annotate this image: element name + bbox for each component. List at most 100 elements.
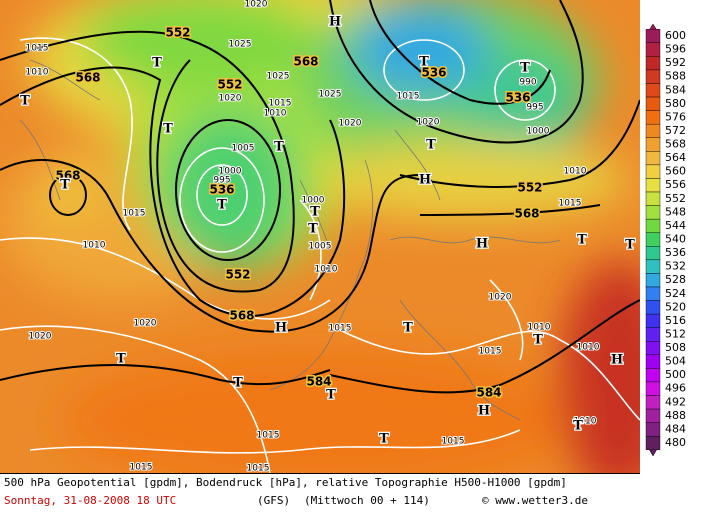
legend-label: 572 (665, 124, 686, 137)
pressure-center-marker: H (476, 237, 488, 252)
legend-label: 576 (665, 110, 686, 123)
pressure-label: 1015 (130, 463, 153, 473)
pressure-center-marker: H (611, 353, 623, 368)
pressure-center-marker: T (426, 138, 436, 153)
legend-swatch (645, 29, 661, 43)
pressure-label: 1025 (229, 40, 252, 50)
pressure-center-marker: H (275, 321, 287, 336)
legend-label: 488 (665, 409, 686, 422)
pressure-label: 1010 (577, 343, 600, 353)
legend-label: 560 (665, 165, 686, 178)
pressure-label: 995 (213, 176, 230, 186)
legend-label: 484 (665, 422, 686, 435)
legend-swatch (645, 300, 661, 315)
legend-swatch (645, 191, 661, 206)
pressure-label: 1025 (267, 72, 290, 82)
legend-swatch (645, 408, 661, 423)
legend-swatch (645, 341, 661, 356)
pressure-center-marker: T (308, 222, 318, 237)
pressure-center-marker: T (625, 238, 635, 253)
pressure-center-marker: T (20, 94, 30, 109)
color-field (0, 0, 640, 473)
geopotential-label: 568 (55, 169, 80, 183)
pressure-center-marker: H (329, 15, 341, 30)
pressure-label: 1020 (489, 293, 512, 303)
legend-swatch (645, 178, 661, 193)
pressure-center-marker: T (116, 352, 126, 367)
legend: 6005965925885845805765725685645605565525… (645, 23, 686, 457)
legend-label: 592 (665, 56, 686, 69)
pressure-center-marker: T (403, 321, 413, 336)
pressure-label: 1010 (564, 167, 587, 177)
legend-label: 496 (665, 382, 686, 395)
pressure-center-marker: T (419, 55, 429, 70)
pressure-label: 1005 (232, 144, 255, 154)
geopotential-label: 536 (209, 183, 234, 197)
pressure-label: 1010 (83, 241, 106, 251)
legend-label: 516 (665, 314, 686, 327)
legend-label: 524 (665, 287, 686, 300)
pressure-label: 1010 (574, 417, 597, 427)
pressure-center-marker: T (60, 178, 70, 193)
pressure-label: 1015 (479, 347, 502, 357)
pressure-label: 990 (519, 78, 536, 88)
pressure-center-marker: T (152, 56, 162, 71)
legend-label: 504 (665, 355, 686, 368)
geopotential-label: 552 (517, 181, 542, 195)
pressure-center-marker: H (419, 173, 431, 188)
footer-run: (Mittwoch 00 + 114) (304, 494, 430, 507)
legend-swatch (645, 164, 661, 179)
legend-swatch (645, 110, 661, 125)
legend-swatch (645, 313, 661, 328)
legend-swatch (645, 83, 661, 98)
legend-swatch (645, 137, 661, 152)
pressure-center-marker: T (326, 388, 336, 403)
pressure-label: 1015 (397, 92, 420, 102)
pressure-center-marker: T (274, 140, 284, 155)
pressure-center-marker: T (233, 376, 243, 391)
pressure-label: 1000 (302, 196, 325, 206)
footer-model: (GFS) (257, 494, 290, 507)
legend-label: 528 (665, 273, 686, 286)
coastlines (19, 59, 561, 421)
pressure-label: 1010 (264, 109, 287, 119)
legend-swatch (645, 205, 661, 220)
pressure-label: 1020 (339, 119, 362, 129)
pressure-label: 1025 (319, 90, 342, 100)
pressure-center-marker: T (573, 419, 583, 434)
legend-label: 588 (665, 70, 686, 83)
footer-date: Sonntag, 31-08-2008 18 UTC (4, 494, 176, 507)
pressure-center-marker: T (217, 198, 227, 213)
pressure-center-marker: T (379, 432, 389, 447)
legend-label: 532 (665, 260, 686, 273)
geopotential-label: 568 (75, 71, 100, 85)
pressure-label: 1010 (26, 68, 49, 78)
pressure-label: 1020 (245, 0, 268, 10)
legend-swatch (645, 422, 661, 437)
legend-label: 512 (665, 327, 686, 340)
pressure-label: 1020 (219, 94, 242, 104)
pressure-label: 1005 (309, 242, 332, 252)
pressure-label: 1000 (219, 167, 242, 177)
pressure-label: 1010 (528, 323, 551, 333)
legend-label: 596 (665, 43, 686, 56)
pressure-label: 1010 (315, 265, 338, 275)
pressure-label: 995 (526, 103, 543, 113)
pressure-label: 1015 (269, 99, 292, 109)
legend-swatch (645, 354, 661, 369)
pressure-center-marker: H (478, 404, 490, 419)
legend-label: 540 (665, 233, 686, 246)
pressure-center-marker: T (310, 205, 320, 220)
pressure-center-marker: T (163, 122, 173, 137)
isobars (0, 37, 640, 473)
geopotential-label: 568 (229, 309, 254, 323)
legend-swatch (645, 395, 661, 410)
legend-label: 492 (665, 395, 686, 408)
legend-swatch (645, 273, 661, 288)
legend-swatch (645, 436, 661, 450)
pressure-label: 1020 (417, 118, 440, 128)
legend-swatch (645, 151, 661, 166)
legend-label: 584 (665, 83, 686, 96)
geopotential-contours (0, 0, 640, 394)
